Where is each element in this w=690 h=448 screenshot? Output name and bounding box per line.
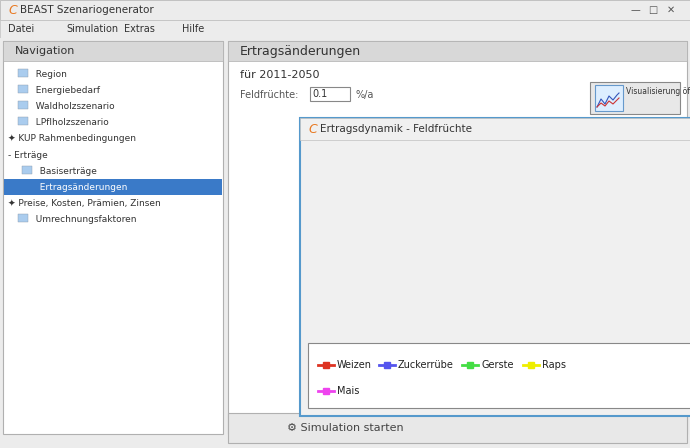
Text: Umrechnungsfaktoren: Umrechnungsfaktoren [30, 215, 137, 224]
Text: □: □ [649, 5, 658, 15]
Text: Simulation: Simulation [66, 24, 118, 34]
Text: C: C [8, 4, 17, 17]
Text: ✕: ✕ [667, 5, 675, 15]
Bar [228, 41, 687, 61]
Bar [228, 41, 687, 434]
Bar [308, 343, 690, 408]
Text: C: C [308, 122, 317, 135]
Text: Ertragsänderungen: Ertragsänderungen [34, 182, 128, 191]
Bar [4, 179, 222, 195]
Text: - Erträge: - Erträge [8, 151, 48, 159]
X-axis label: Jahr: Jahr [541, 358, 561, 367]
Bar [310, 87, 350, 101]
Text: Waldholzszenario: Waldholzszenario [30, 102, 115, 111]
Text: Energiebedarf: Energiebedarf [30, 86, 100, 95]
Bar [3, 41, 223, 61]
Bar [0, 20, 690, 38]
Text: Mais: Mais [337, 386, 359, 396]
Text: Zuckerrübe: Zuckerrübe [398, 360, 454, 370]
Bar [590, 82, 680, 114]
Bar [0, 0, 690, 20]
Text: LPflholzszenario: LPflholzszenario [30, 117, 109, 126]
Bar [18, 69, 28, 77]
Text: Ertragsänderungen: Ertragsänderungen [240, 44, 361, 57]
Text: Feldfrüchte:: Feldfrüchte: [240, 90, 298, 100]
Text: Datei: Datei [8, 24, 34, 34]
Text: ⚙ Simulation starten: ⚙ Simulation starten [286, 423, 404, 433]
Text: ✦ Preise, Kosten, Prämien, Zinsen: ✦ Preise, Kosten, Prämien, Zinsen [8, 198, 161, 207]
Text: für 2011-2050: für 2011-2050 [240, 70, 319, 80]
Bar [300, 118, 690, 140]
Bar [228, 413, 687, 443]
Text: Navigation: Navigation [15, 46, 75, 56]
Text: Ertragsdynamik - Feldfrüchte: Ertragsdynamik - Feldfrüchte [320, 124, 472, 134]
Bar [300, 118, 690, 416]
Bar [18, 101, 28, 109]
Bar [595, 85, 623, 111]
Bar [18, 117, 28, 125]
Text: BEAST Szenariogenerator: BEAST Szenariogenerator [20, 5, 154, 15]
Text: Extras: Extras [124, 24, 155, 34]
Text: %/a: %/a [355, 90, 373, 100]
Text: Basiserträge: Basiserträge [34, 167, 97, 176]
Bar [18, 214, 28, 222]
Y-axis label: Ertrag: Ertrag [311, 225, 321, 257]
Bar [3, 41, 223, 434]
Text: Gerste: Gerste [481, 360, 513, 370]
Text: Visualisierung öffnen: Visualisierung öffnen [626, 86, 690, 95]
Text: —: — [630, 5, 640, 15]
Text: Region: Region [30, 69, 67, 78]
Text: 0.1: 0.1 [312, 89, 327, 99]
Text: ✦ KUP Rahmenbedingungen: ✦ KUP Rahmenbedingungen [8, 134, 136, 142]
Text: Raps: Raps [542, 360, 566, 370]
Bar [22, 166, 32, 174]
Bar [18, 85, 28, 93]
Text: Weizen: Weizen [337, 360, 372, 370]
Text: Hilfe: Hilfe [182, 24, 204, 34]
